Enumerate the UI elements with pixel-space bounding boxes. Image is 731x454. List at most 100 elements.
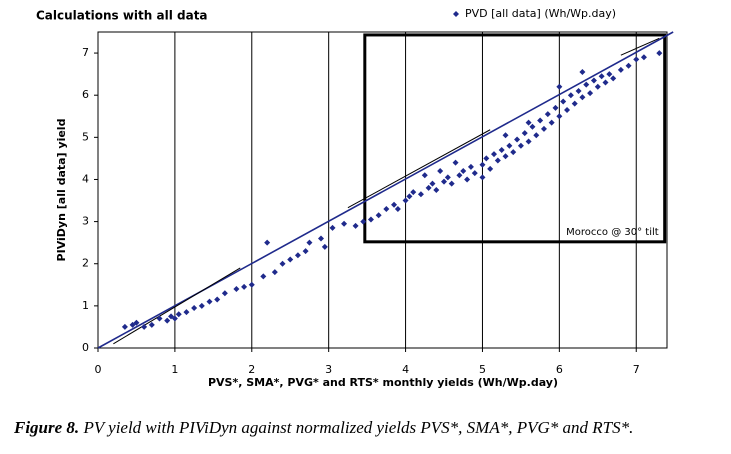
point <box>548 119 555 126</box>
point <box>133 319 140 326</box>
point <box>552 104 559 111</box>
point <box>502 132 509 139</box>
chart: Calculations with all data PVS*, SMA*, P… <box>36 7 674 389</box>
point <box>294 252 301 259</box>
point <box>575 87 582 94</box>
point <box>175 311 182 318</box>
point <box>437 168 444 175</box>
point <box>544 111 551 118</box>
point <box>590 77 597 84</box>
box-label: Morocco @ 30° tilt <box>566 227 659 238</box>
point <box>556 113 563 120</box>
point <box>121 323 128 330</box>
point <box>433 187 440 193</box>
x-tick-label: 2 <box>248 363 255 376</box>
point <box>525 138 532 145</box>
point <box>571 100 578 107</box>
y-axis-label: PIViDyn [all data] yield <box>55 119 68 262</box>
point <box>156 315 163 322</box>
point <box>183 309 190 316</box>
point <box>191 304 198 311</box>
x-tick-label: 6 <box>556 363 563 376</box>
point <box>506 142 513 149</box>
point <box>633 56 640 63</box>
point <box>587 90 594 97</box>
point <box>214 296 221 303</box>
reference-line <box>113 267 241 345</box>
point <box>540 125 547 132</box>
point <box>594 83 601 90</box>
point <box>564 106 571 113</box>
point <box>533 132 540 139</box>
point <box>329 224 336 231</box>
point <box>464 176 471 183</box>
x-tick-label: 4 <box>402 363 409 376</box>
chart-title: Calculations with all data <box>36 9 208 23</box>
point <box>360 218 367 225</box>
point <box>598 73 605 80</box>
reference-line <box>347 129 491 209</box>
point <box>279 260 286 267</box>
point <box>260 273 267 280</box>
point <box>441 178 448 185</box>
y-tick-label: 0 <box>82 341 89 354</box>
point <box>448 180 455 187</box>
legend-marker <box>453 11 459 17</box>
point <box>460 168 467 175</box>
point <box>579 69 586 76</box>
point <box>494 157 501 164</box>
point <box>514 136 521 143</box>
point <box>567 92 574 99</box>
caption: Figure 8. PV yield with PIViDyn against … <box>14 418 633 438</box>
point <box>164 317 171 324</box>
point <box>444 174 451 181</box>
point <box>391 201 398 208</box>
point <box>141 323 148 330</box>
point <box>610 75 617 82</box>
point <box>406 193 413 200</box>
point <box>467 163 474 170</box>
legend-label: PVD [all data] (Wh/Wp.day) <box>465 7 616 20</box>
y-tick-label: 2 <box>82 257 89 270</box>
point <box>517 142 524 149</box>
x-tick-label: 3 <box>325 363 332 376</box>
point <box>425 184 432 191</box>
point <box>375 212 382 219</box>
caption-text: PV yield with PIViDyn against normalized… <box>83 418 634 437</box>
point <box>402 197 409 204</box>
point <box>394 205 401 212</box>
point <box>560 98 567 105</box>
point <box>479 161 486 168</box>
y-tick-label: 1 <box>82 299 89 312</box>
point <box>483 155 490 162</box>
point <box>617 66 624 73</box>
point <box>287 256 294 263</box>
point <box>248 281 255 288</box>
point <box>606 71 613 78</box>
point <box>321 243 328 250</box>
point <box>171 315 178 322</box>
point <box>602 79 609 86</box>
point <box>583 81 590 88</box>
x-tick-label: 7 <box>633 363 640 376</box>
point <box>456 172 463 179</box>
y-tick-label: 3 <box>82 215 89 228</box>
point <box>521 130 528 137</box>
reference-line <box>620 37 660 56</box>
annotation-box <box>363 33 667 244</box>
point <box>352 222 359 229</box>
x-axis-label: PVS*, SMA*, PVG* and RTS* monthly yields… <box>208 376 558 389</box>
point <box>498 146 505 153</box>
point <box>510 149 517 156</box>
point <box>367 216 374 223</box>
point <box>640 54 647 61</box>
point <box>556 83 563 90</box>
point <box>198 302 205 309</box>
point <box>264 239 271 246</box>
point <box>625 62 632 69</box>
x-tick-label: 5 <box>479 363 486 376</box>
y-tick-label: 5 <box>82 130 89 143</box>
point <box>579 94 586 101</box>
y-tick-label: 7 <box>82 46 89 59</box>
